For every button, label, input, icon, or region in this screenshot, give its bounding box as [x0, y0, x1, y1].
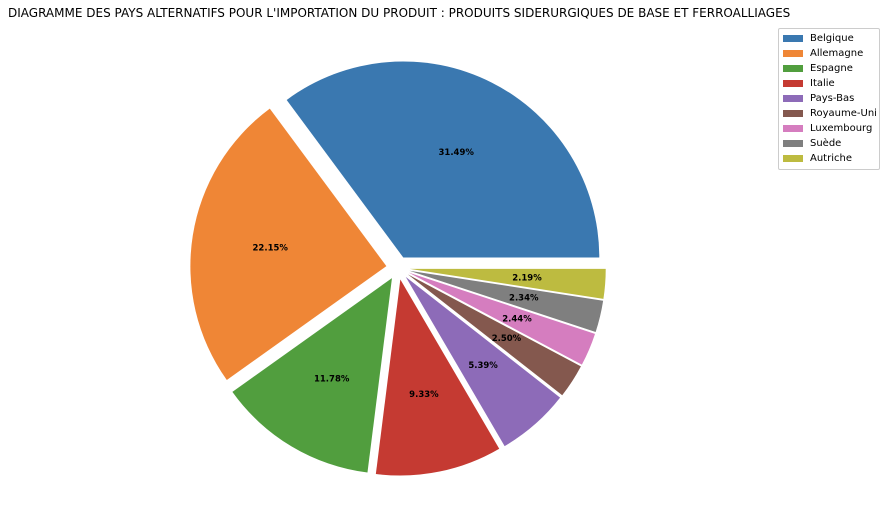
- legend-item: Suède: [779, 136, 879, 151]
- legend: Belgique Allemagne Espagne Italie Pays-Bas Ro…: [778, 28, 880, 170]
- pie-slice-belgique: [286, 61, 600, 258]
- legend-item: Pays-Bas: [779, 91, 879, 106]
- legend-label: Belgique: [810, 33, 854, 44]
- pie-value-label: 11.78%: [314, 375, 350, 385]
- legend-label: Suède: [810, 138, 842, 149]
- legend-swatch: [783, 110, 803, 117]
- legend-swatch: [783, 125, 803, 132]
- legend-label: Autriche: [810, 153, 852, 164]
- legend-swatch: [783, 35, 803, 42]
- legend-label: Luxembourg: [810, 123, 873, 134]
- legend-item: Royaume-Uni: [779, 106, 879, 121]
- pie-slices: [190, 61, 606, 476]
- legend-label: Royaume-Uni: [810, 108, 877, 119]
- legend-swatch: [783, 50, 803, 57]
- pie-slice-autriche: [409, 268, 606, 299]
- pie-slice-royaume-uni: [407, 274, 581, 396]
- pie-value-label: 31.49%: [439, 148, 475, 158]
- legend-label: Allemagne: [810, 48, 864, 59]
- legend-item: Luxembourg: [779, 121, 879, 136]
- pie-value-labels: 31.49% 22.15% 11.78% 9.33% 5.39% 2.50% 2.44% 2.…: [253, 148, 543, 400]
- pie-value-label: 2.19%: [512, 273, 542, 283]
- pie-slice-italie: [375, 279, 500, 476]
- chart-title: DIAGRAMME DES PAYS ALTERNATIFS POUR L'IM…: [8, 6, 791, 20]
- legend-item: Allemagne: [779, 46, 879, 61]
- legend-item: Espagne: [779, 61, 879, 76]
- pie-slice-allemagne: [190, 108, 387, 380]
- legend-item: Italie: [779, 76, 879, 91]
- pie-value-label: 2.34%: [509, 294, 539, 304]
- legend-label: Espagne: [810, 63, 853, 74]
- pie-value-label: 2.50%: [492, 334, 522, 344]
- pie-value-label: 9.33%: [409, 390, 439, 400]
- legend-swatch: [783, 80, 803, 87]
- legend-swatch: [783, 155, 803, 162]
- pie-value-label: 22.15%: [253, 243, 289, 253]
- legend-swatch: [783, 140, 803, 147]
- pie-value-label: 2.44%: [502, 314, 532, 324]
- legend-item: Belgique: [779, 31, 879, 46]
- pie-slice-pays-bas: [405, 276, 561, 447]
- pie-slice-espagne: [232, 278, 392, 473]
- legend-label: Italie: [810, 78, 835, 89]
- pie-slice-luxembourg: [408, 272, 596, 365]
- pie-value-label: 5.39%: [468, 361, 498, 371]
- legend-label: Pays-Bas: [810, 93, 855, 104]
- legend-swatch: [783, 95, 803, 102]
- legend-item: Autriche: [779, 151, 879, 166]
- legend-swatch: [783, 65, 803, 72]
- pie-slice-su-de: [409, 270, 604, 332]
